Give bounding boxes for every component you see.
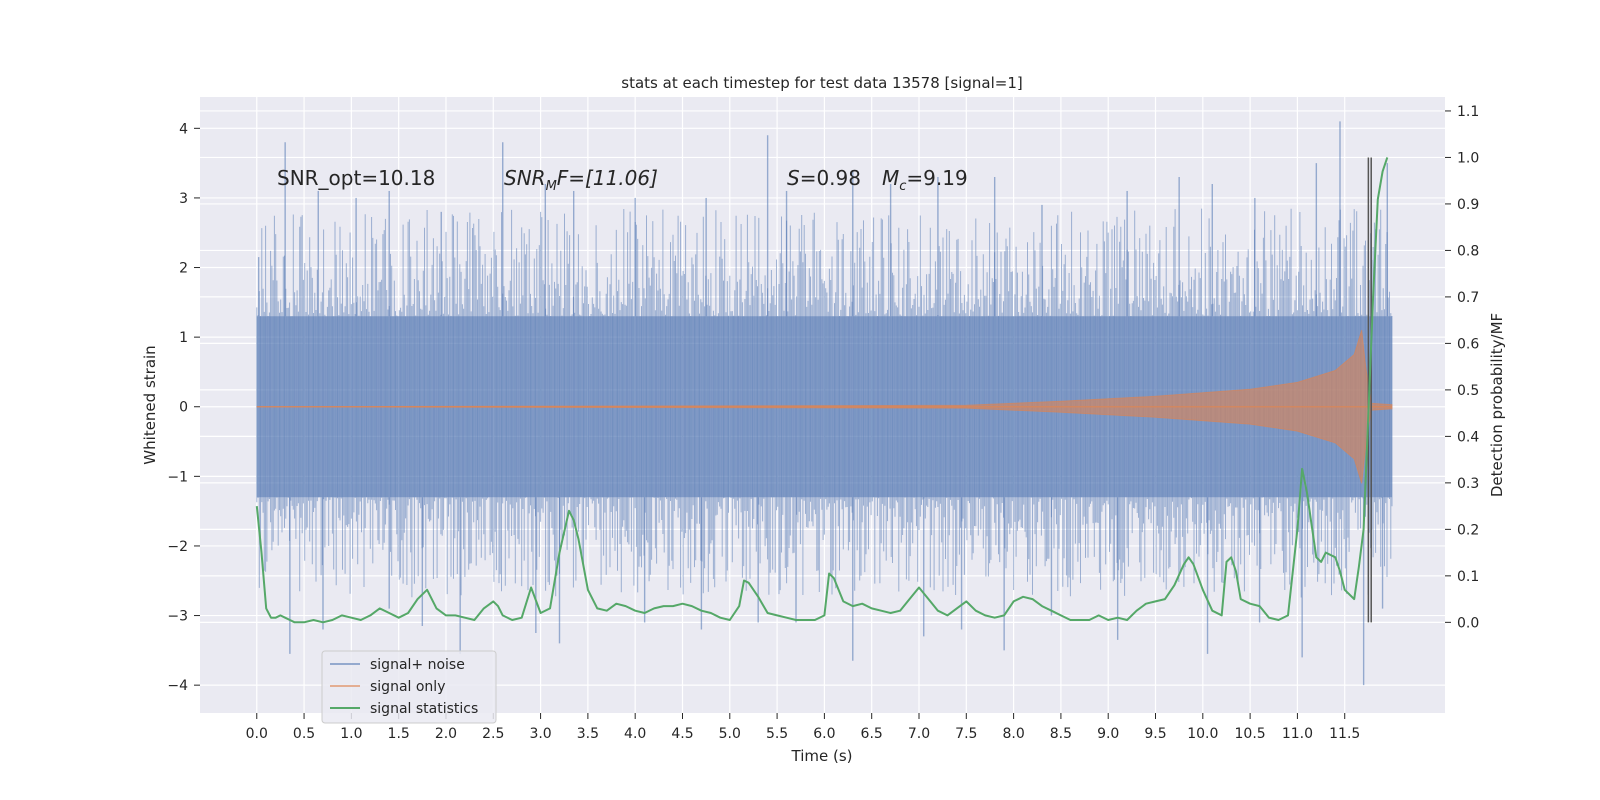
axis-ticks: 0.0 0.5 1.0 1.5 2.0 2.5 3.0 3.5 4.0 4.5 5.0 5.5 6.0 6…: [167, 104, 1479, 742]
x-tick-label: 2.5: [482, 726, 504, 742]
x-tick-label: 0.5: [293, 726, 315, 742]
x-tick-label: 0.0: [246, 726, 268, 742]
chart-title: stats at each timestep for test data 135…: [621, 74, 1022, 92]
y-tick-label-left: −1: [167, 469, 188, 485]
y-tick-label-right: 0.6: [1457, 336, 1479, 352]
y-tick-label-right: 0.7: [1457, 290, 1479, 306]
annotation-mc-sub: c: [899, 179, 906, 194]
legend-label-noise: signal+ noise: [370, 657, 465, 673]
x-tick-label: 10.0: [1187, 726, 1218, 742]
x-tick-label: 10.5: [1235, 726, 1266, 742]
y-tick-label-left: 1: [179, 330, 188, 346]
x-tick-label: 6.5: [861, 726, 883, 742]
signal-statistics-line: [255, 157, 1389, 624]
y-tick-label-right: 0.5: [1457, 383, 1479, 399]
y-tick-label-left: 4: [179, 121, 188, 137]
annotation-snr-mf-rest: F=[11.06]: [557, 166, 658, 190]
x-tick-label: 9.0: [1097, 726, 1119, 742]
legend: signal+ noise signal only signal statist…: [321, 650, 497, 724]
x-tick-label: 8.5: [1050, 726, 1072, 742]
annotation-mc: Mc=9.19: [882, 166, 968, 194]
y-axis-label-left: Whitened strain: [141, 345, 159, 464]
x-tick-label: 4.0: [624, 726, 646, 742]
y-tick-label-right: 0.1: [1457, 569, 1479, 585]
x-tick-label: 4.5: [671, 726, 693, 742]
annotation-s-value: =0.98: [800, 166, 861, 190]
y-tick-label-right: 0.4: [1457, 429, 1479, 445]
annotations: SNR_opt=10.18 SNRMF=[11.06] S=0.98 Mc=9.…: [277, 166, 968, 194]
annotation-s-label: S: [787, 166, 800, 190]
annotation-snr-mf-sub: M: [546, 179, 557, 194]
y-tick-label-right: 1.0: [1457, 150, 1479, 166]
annotation-mc-main: M: [882, 166, 899, 190]
annotation-snr-mf-main: SNR: [504, 166, 546, 190]
x-tick-label: 3.5: [577, 726, 599, 742]
x-tick-label: 1.5: [388, 726, 410, 742]
annotation-snr-opt: SNR_opt=10.18: [277, 166, 435, 190]
legend-box: [321, 650, 497, 724]
annotation-snr-mf: SNRMF=[11.06]: [504, 166, 658, 194]
signal-only-series: [256, 330, 1393, 484]
y-tick-label-left: −3: [167, 609, 188, 625]
legend-label-stats: signal statistics: [370, 701, 478, 717]
x-tick-label: 9.5: [1144, 726, 1166, 742]
x-tick-label: 5.5: [766, 726, 788, 742]
annotation-s: S=0.98: [787, 166, 861, 190]
x-tick-label: 5.0: [719, 726, 741, 742]
annotation-mc-value: =9.19: [906, 166, 967, 190]
x-tick-label: 3.0: [529, 726, 551, 742]
y-tick-label-left: 3: [179, 191, 188, 207]
x-tick-label: 6.0: [813, 726, 835, 742]
x-tick-label: 2.0: [435, 726, 457, 742]
y-tick-label-right: 0.9: [1457, 197, 1479, 213]
y-tick-label-left: 2: [179, 261, 188, 277]
y-tick-label-right: 1.1: [1457, 104, 1479, 120]
x-tick-label: 7.5: [955, 726, 977, 742]
y-tick-label-left: −2: [167, 539, 188, 555]
y-tick-label-left: 0: [179, 400, 188, 416]
x-tick-label: 11.0: [1282, 726, 1313, 742]
y-tick-label-right: 0.8: [1457, 243, 1479, 259]
y-axis-label-right: Detection probability/MF: [1488, 313, 1506, 497]
y-tick-label-right: 0.2: [1457, 522, 1479, 538]
x-tick-label: 11.5: [1329, 726, 1360, 742]
legend-label-signal: signal only: [370, 679, 445, 695]
x-tick-label: 1.0: [340, 726, 362, 742]
x-tick-label: 7.0: [908, 726, 930, 742]
x-tick-label: 8.0: [1002, 726, 1024, 742]
y-tick-label-right: 0.0: [1457, 615, 1479, 631]
y-tick-label-left: −4: [167, 678, 188, 694]
signal-statistics-series: [255, 157, 1389, 624]
y-tick-label-right: 0.3: [1457, 476, 1479, 492]
x-axis-label: Time (s): [791, 747, 853, 765]
